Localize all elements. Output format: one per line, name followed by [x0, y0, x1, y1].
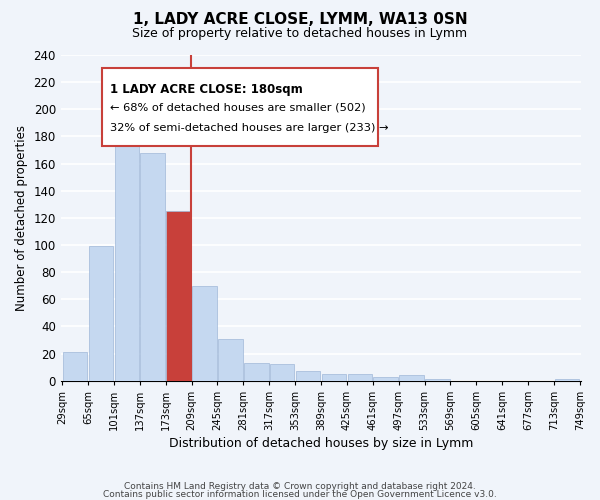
Bar: [192, 286, 217, 380]
Bar: [296, 371, 320, 380]
Text: 1 LADY ACRE CLOSE: 180sqm: 1 LADY ACRE CLOSE: 180sqm: [110, 82, 303, 96]
Text: Contains public sector information licensed under the Open Government Licence v3: Contains public sector information licen…: [103, 490, 497, 499]
Bar: [166, 211, 191, 380]
Text: ← 68% of detached houses are smaller (502): ← 68% of detached houses are smaller (50…: [110, 102, 366, 112]
Text: Contains HM Land Registry data © Crown copyright and database right 2024.: Contains HM Land Registry data © Crown c…: [124, 482, 476, 491]
Text: 32% of semi-detached houses are larger (233) →: 32% of semi-detached houses are larger (…: [110, 124, 389, 134]
Bar: [347, 374, 372, 380]
Bar: [218, 338, 242, 380]
Bar: [244, 363, 269, 380]
Y-axis label: Number of detached properties: Number of detached properties: [15, 125, 28, 311]
Bar: [140, 152, 165, 380]
Text: Size of property relative to detached houses in Lymm: Size of property relative to detached ho…: [133, 28, 467, 40]
FancyBboxPatch shape: [103, 68, 378, 146]
Bar: [115, 122, 139, 380]
Bar: [270, 364, 295, 380]
Bar: [373, 376, 398, 380]
Bar: [322, 374, 346, 380]
Bar: [399, 375, 424, 380]
X-axis label: Distribution of detached houses by size in Lymm: Distribution of detached houses by size …: [169, 437, 473, 450]
Text: 1, LADY ACRE CLOSE, LYMM, WA13 0SN: 1, LADY ACRE CLOSE, LYMM, WA13 0SN: [133, 12, 467, 28]
Bar: [63, 352, 88, 380]
Bar: [89, 246, 113, 380]
